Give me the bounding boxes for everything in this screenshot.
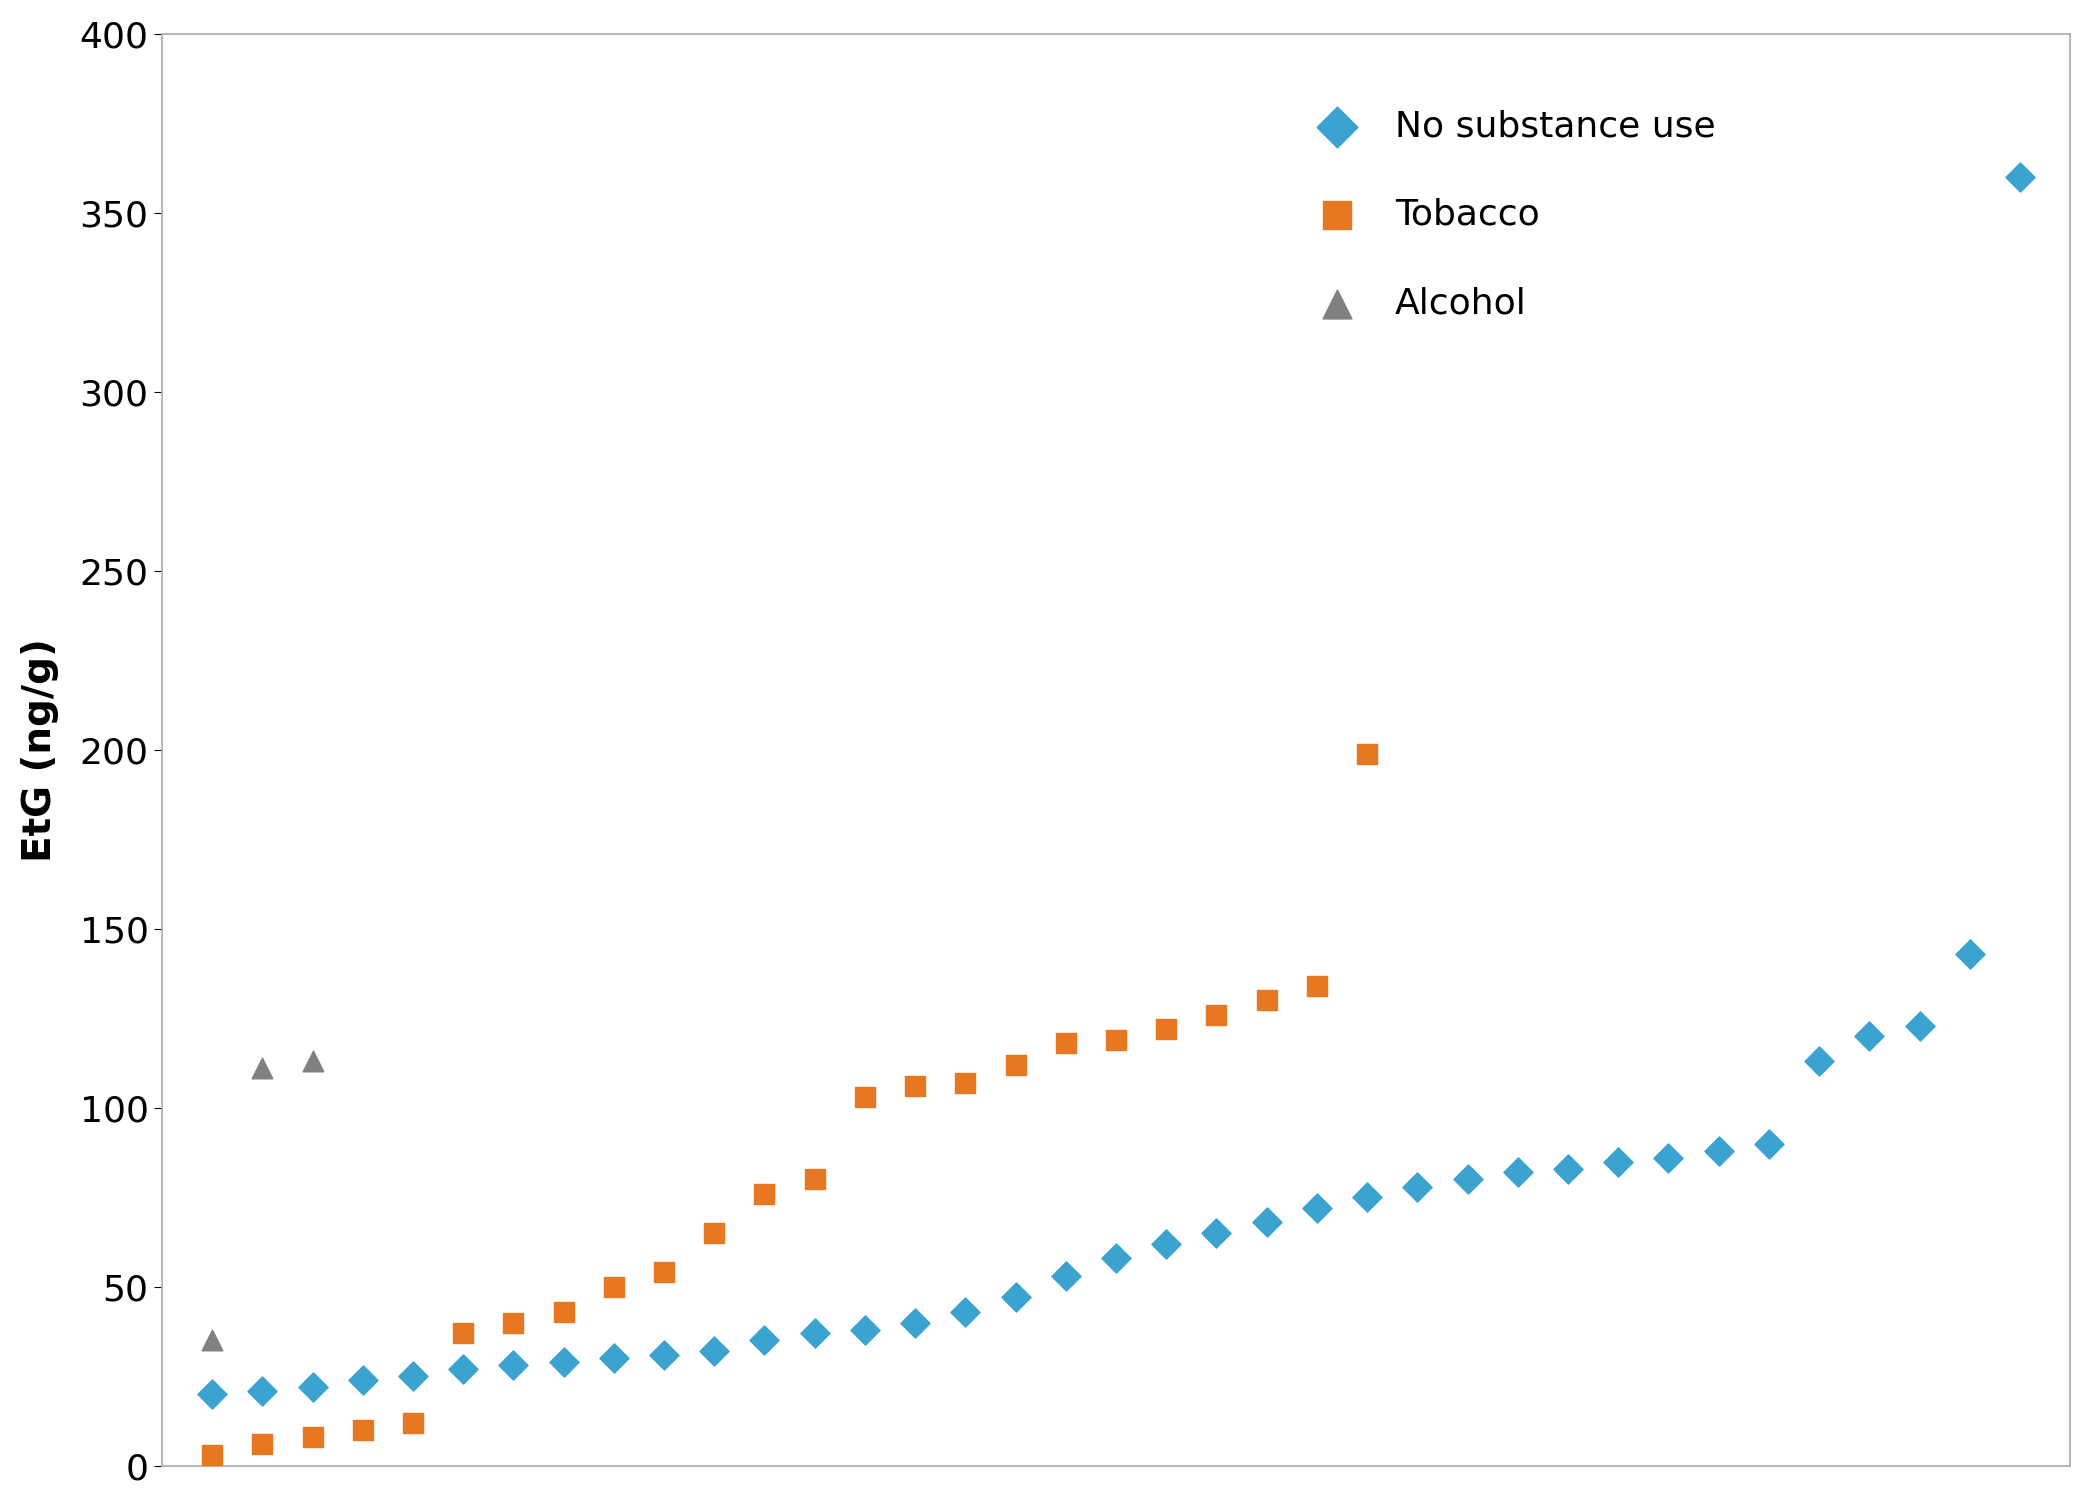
No substance use (1100, 1246, 1133, 1270)
No substance use (194, 1382, 228, 1406)
No substance use (1200, 1221, 1234, 1245)
Tobacco (1200, 1002, 1234, 1026)
Tobacco (999, 1053, 1033, 1078)
No substance use (1552, 1156, 1585, 1180)
No substance use (1802, 1049, 1836, 1073)
Tobacco (194, 1442, 228, 1466)
No substance use (1301, 1197, 1334, 1221)
Tobacco (949, 1071, 983, 1096)
No substance use (498, 1353, 531, 1377)
No substance use (799, 1322, 832, 1346)
No substance use (1702, 1139, 1736, 1163)
No substance use (949, 1299, 983, 1323)
No substance use (1351, 1185, 1384, 1209)
Tobacco (598, 1275, 631, 1299)
No substance use (1903, 1014, 1936, 1038)
Tobacco (849, 1085, 882, 1109)
No substance use (1451, 1168, 1485, 1192)
Alcohol (194, 1328, 228, 1352)
No substance use (1250, 1210, 1284, 1234)
Tobacco (1150, 1017, 1184, 1041)
Tobacco (498, 1311, 531, 1335)
Tobacco (1250, 989, 1284, 1013)
No substance use (749, 1328, 782, 1352)
Tobacco (548, 1299, 581, 1323)
Alcohol (245, 1056, 278, 1081)
Tobacco (245, 1432, 278, 1456)
No substance use (2003, 166, 2037, 190)
No substance use (1150, 1231, 1184, 1255)
Alcohol (295, 1049, 328, 1073)
No substance use (1602, 1150, 1635, 1174)
Tobacco (799, 1168, 832, 1192)
No substance use (999, 1285, 1033, 1310)
No substance use (345, 1368, 378, 1392)
No substance use (1050, 1264, 1083, 1288)
Tobacco (749, 1181, 782, 1206)
Tobacco (899, 1074, 933, 1099)
Tobacco (295, 1426, 328, 1450)
No substance use (1853, 1025, 1886, 1049)
Tobacco (1351, 741, 1384, 766)
No substance use (548, 1350, 581, 1374)
Tobacco (1100, 1028, 1133, 1052)
Legend: No substance use, Tobacco, Alcohol: No substance use, Tobacco, Alcohol (1286, 95, 1729, 335)
No substance use (1752, 1132, 1786, 1156)
No substance use (598, 1346, 631, 1370)
No substance use (1501, 1160, 1535, 1185)
No substance use (245, 1379, 278, 1403)
Tobacco (1050, 1031, 1083, 1055)
Tobacco (447, 1322, 481, 1346)
Tobacco (648, 1260, 682, 1284)
No substance use (899, 1311, 933, 1335)
Tobacco (698, 1221, 732, 1245)
No substance use (395, 1364, 429, 1388)
No substance use (648, 1343, 682, 1367)
Tobacco (1301, 974, 1334, 998)
No substance use (1401, 1174, 1434, 1198)
No substance use (1652, 1145, 1685, 1169)
No substance use (295, 1374, 328, 1398)
Tobacco (345, 1418, 378, 1442)
No substance use (698, 1340, 732, 1364)
No substance use (1953, 942, 1986, 966)
Tobacco (395, 1411, 429, 1435)
Y-axis label: EtG (ng/g): EtG (ng/g) (21, 637, 59, 862)
No substance use (447, 1356, 481, 1380)
No substance use (849, 1317, 882, 1341)
